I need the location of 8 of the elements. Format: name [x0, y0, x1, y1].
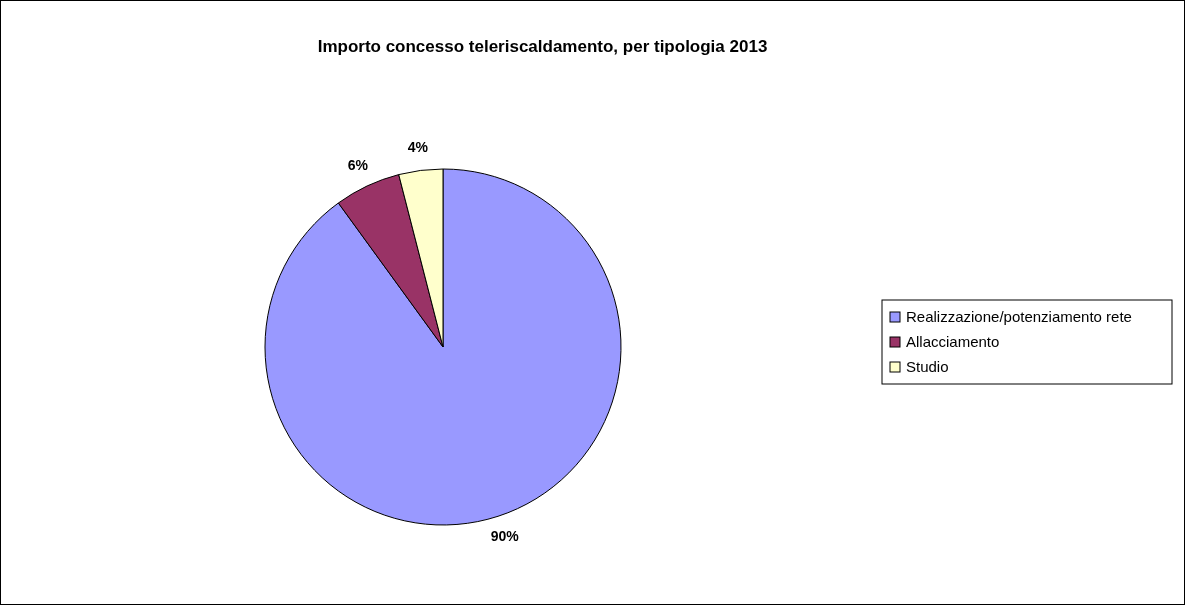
legend-label: Allacciamento [906, 333, 1000, 350]
pie-slice [264, 168, 622, 526]
chart-title: Importo concesso teleriscaldamento, per tipologia 2013 [317, 37, 768, 56]
data-label: 6% [347, 156, 369, 173]
legend-label: Realizzazione/potenziamento rete [906, 308, 1132, 325]
data-label: 90% [490, 527, 520, 544]
data-label: 4% [407, 139, 429, 156]
legend-label: Studio [906, 358, 949, 375]
